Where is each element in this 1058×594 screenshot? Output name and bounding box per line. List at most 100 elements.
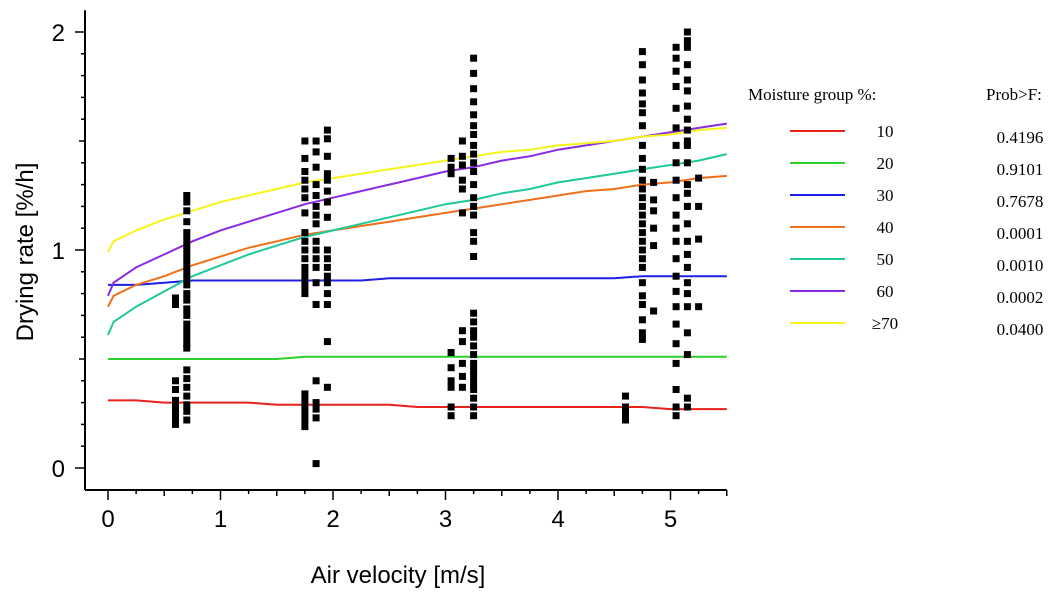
data-point [638, 109, 646, 117]
data-point [312, 263, 320, 271]
regression-lines [107, 122, 728, 411]
series-line-30 [108, 275, 727, 286]
data-point [683, 220, 691, 228]
axes: 0 1 2 3 4 5 0 1 2 [52, 10, 728, 533]
data-point [683, 126, 691, 134]
data-point [672, 303, 680, 311]
data-point [183, 229, 191, 237]
data-point [672, 104, 680, 112]
data-point [323, 301, 331, 308]
data-point [672, 194, 680, 202]
data-point [447, 170, 455, 178]
data-point [683, 37, 691, 45]
data-point [470, 372, 478, 380]
data-point [312, 148, 320, 156]
data-point [447, 403, 455, 411]
data-point [183, 290, 191, 298]
data-point [672, 43, 680, 51]
data-point [447, 412, 455, 420]
data-point [323, 198, 331, 206]
data-point [672, 412, 680, 420]
data-point [683, 202, 691, 210]
series-line-20 [108, 355, 727, 360]
data-point [470, 237, 478, 245]
data-point [650, 242, 658, 250]
data-point [312, 301, 320, 308]
data-point [470, 98, 478, 106]
data-point [172, 420, 179, 428]
data-point [183, 305, 191, 313]
data-point [323, 290, 331, 298]
data-point [638, 301, 646, 308]
legend-label: 30 [877, 186, 894, 205]
data-point [183, 344, 191, 352]
data-point [650, 178, 658, 186]
data-point [301, 403, 309, 411]
data-point [638, 335, 646, 343]
y-axis-label: Drying rate [%/h] [12, 163, 39, 342]
data-point [672, 255, 680, 263]
data-point [672, 141, 680, 149]
data-point [470, 85, 478, 93]
data-point [312, 181, 320, 189]
scatter-points [172, 28, 703, 468]
data-point [683, 141, 691, 149]
data-point [683, 351, 691, 359]
data-point [470, 229, 478, 237]
data-point [183, 333, 191, 341]
data-point [312, 237, 320, 245]
data-point [672, 287, 680, 295]
data-point [622, 410, 629, 417]
data-point [638, 176, 646, 184]
data-point [638, 211, 646, 219]
legend-label: 60 [877, 282, 894, 301]
data-point [458, 209, 466, 217]
data-point [470, 111, 478, 119]
data-point [470, 211, 478, 219]
data-point [183, 327, 191, 335]
data-point [183, 248, 191, 256]
data-point [301, 263, 309, 271]
data-point [683, 102, 691, 110]
data-point [695, 235, 703, 243]
data-point [638, 165, 646, 173]
data-point [458, 359, 466, 367]
prob-value: 0.9101 [997, 160, 1044, 179]
data-point [470, 351, 478, 359]
data-point [695, 202, 703, 210]
data-point [638, 61, 646, 69]
data-point [301, 246, 309, 254]
data-point [312, 220, 320, 228]
x-axis-label: Air velocity [m/s] [311, 562, 486, 589]
data-point [638, 220, 646, 228]
data-point [622, 392, 629, 400]
data-point [672, 272, 680, 280]
data-point [638, 229, 646, 237]
data-point [683, 115, 691, 123]
data-point [470, 54, 478, 62]
data-point [638, 255, 646, 263]
data-point [301, 270, 309, 278]
data-point [301, 410, 309, 417]
data-point [695, 303, 703, 311]
data-point [183, 401, 191, 409]
data-point [638, 292, 646, 300]
data-point [312, 377, 320, 385]
data-point [301, 185, 309, 193]
prob-title: Prob>F: [986, 85, 1042, 104]
data-point [638, 185, 646, 193]
data-point [638, 76, 646, 84]
data-point [672, 67, 680, 75]
data-point [470, 366, 478, 374]
data-point [323, 383, 331, 391]
data-point [183, 383, 191, 391]
data-point [323, 255, 331, 263]
data-point [470, 379, 478, 387]
data-point [672, 403, 680, 411]
legend-label: ≥70 [872, 314, 898, 333]
data-point [672, 124, 680, 132]
data-point [183, 235, 191, 243]
data-point [323, 152, 331, 160]
data-point [683, 61, 691, 69]
